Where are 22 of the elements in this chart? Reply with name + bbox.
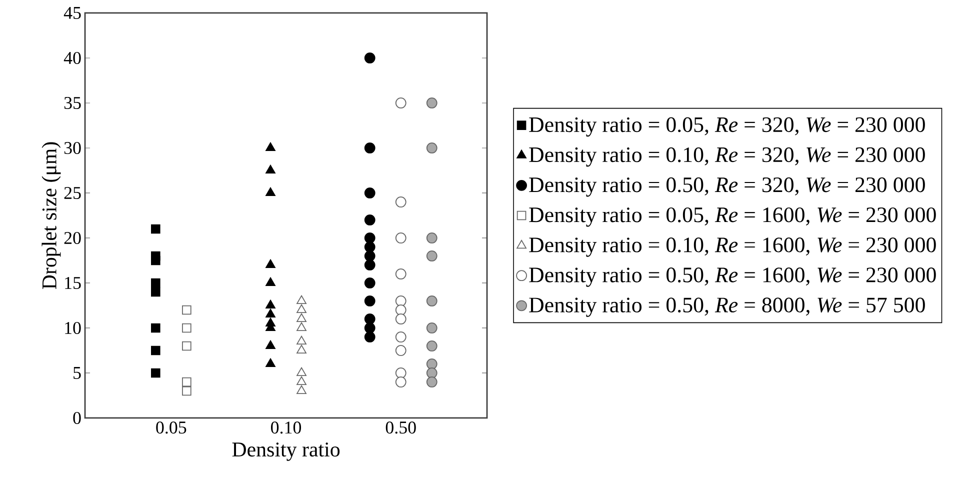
x-tick-label: 0.10: [271, 422, 302, 434]
legend-label: Density ratio = 0.10, Re = 1600, We = 230 000: [529, 238, 936, 257]
x-axis-title: Density ratio: [232, 442, 340, 461]
y-tick-label: 5: [74, 367, 81, 379]
x-tick-label: 0.05: [156, 422, 186, 434]
legend-label: Density ratio = 0.05, Re = 1600, We = 230 000: [529, 207, 936, 227]
y-tick-label: 25: [64, 186, 81, 200]
y-tick-label: 20: [64, 232, 81, 244]
y-tick-label: 40: [64, 52, 81, 64]
y-tick-label: 35: [64, 96, 81, 110]
y-tick-label: 45: [64, 6, 81, 19]
y-tick-label: 0: [73, 412, 81, 424]
legend-label: Density ratio = 0.05, Re = 320, We = 230 000: [529, 117, 925, 137]
y-tick-label: 10: [65, 322, 81, 334]
legend-label: Density ratio = 0.10, Re = 320, We = 230 000: [529, 147, 925, 167]
legend-label: Density ratio = 0.50, Re = 8000, We = 57 500: [529, 298, 925, 317]
legend-label: Density ratio = 0.50, Re = 320, We = 230 000: [529, 177, 925, 197]
legend-label: Density ratio = 0.50, Re = 1600, We = 230 000: [529, 268, 936, 287]
x-tick-label: 0.50: [386, 422, 416, 434]
y-tick-label: 30: [64, 142, 81, 154]
y-tick-label: 15: [65, 276, 81, 289]
y-axis-title: Droplet size (μm): [42, 142, 61, 290]
